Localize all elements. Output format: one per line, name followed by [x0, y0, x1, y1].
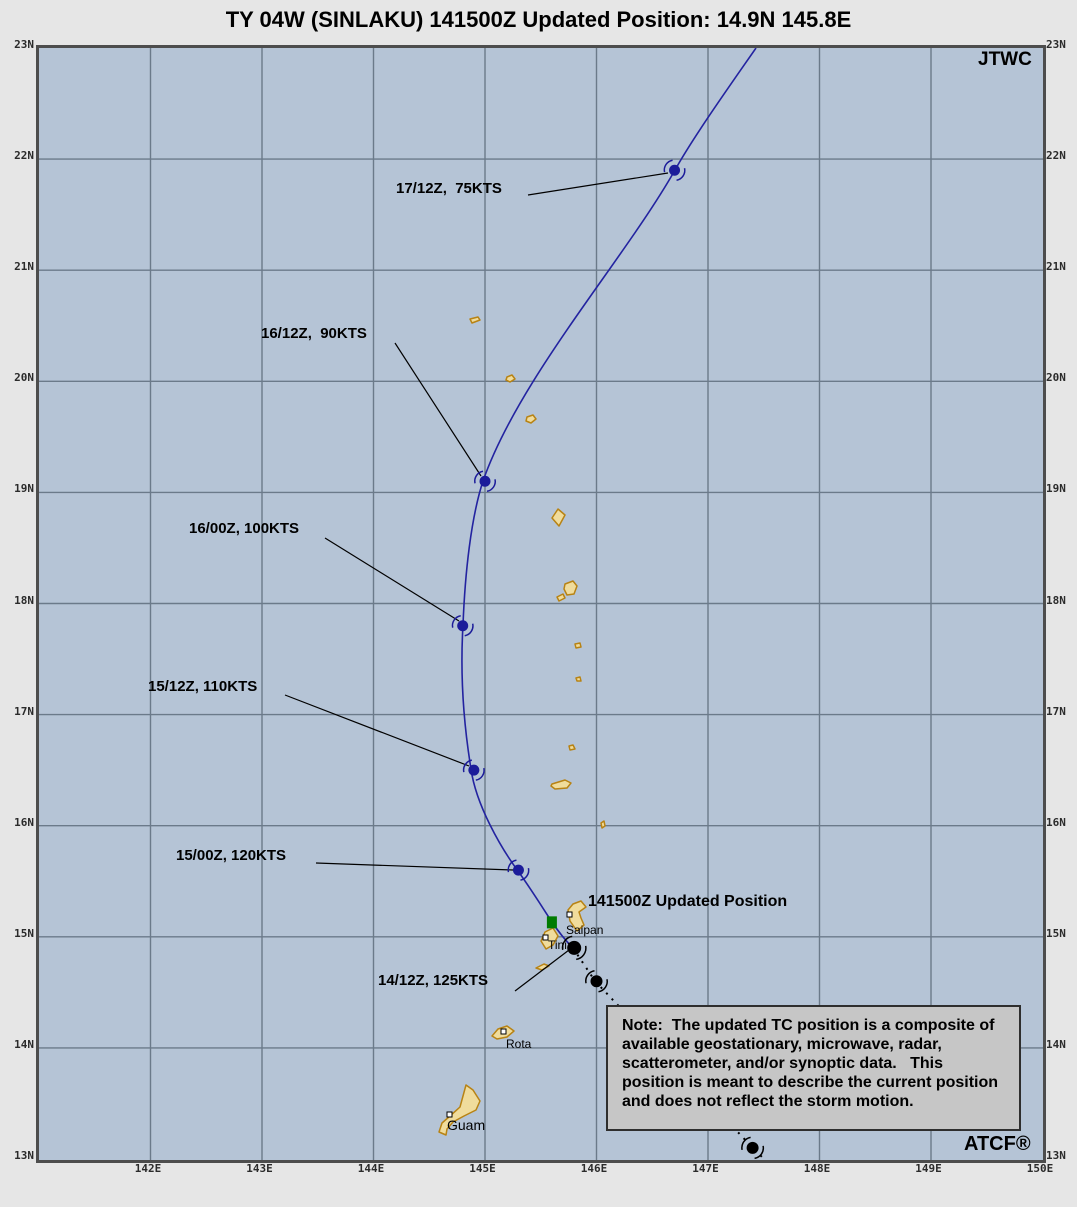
track-label-15-12z: 15/12Z, 110KTS	[148, 678, 258, 695]
lon-label-bottom: 150E	[1026, 1162, 1054, 1175]
island-label-rota: Rota	[506, 1037, 532, 1051]
note-box: Note: The updated TC position is a compo…	[606, 1005, 1021, 1131]
lat-label-left: 14N	[14, 1037, 34, 1051]
page-title: TY 04W (SINLAKU) 141500Z Updated Positio…	[225, 7, 852, 32]
island-guam	[438, 1084, 481, 1136]
islet	[525, 414, 537, 424]
lat-label-right: 14N	[1046, 1037, 1066, 1051]
lat-label-left: 16N	[14, 815, 34, 829]
island-label-saipan: Saipan	[566, 923, 604, 937]
track-label-16-12z: 16/12Z, 90KTS	[261, 325, 367, 342]
lat-label-right: 21N	[1046, 260, 1066, 274]
city-markers	[446, 911, 573, 1118]
lon-label-bottom: 144E	[357, 1162, 385, 1175]
track-label-14-12z: 14/12Z, 125KTS	[378, 972, 489, 989]
lat-label-right: 22N	[1046, 149, 1066, 163]
lat-label-left: 21N	[14, 260, 34, 274]
island-label-guam: Guam	[447, 1117, 486, 1133]
updated-position-label: 141500Z Updated Position	[588, 893, 788, 910]
lat-label-left: 20N	[14, 371, 34, 385]
forecast-track-line	[461, 48, 757, 949]
lat-label-right: 19N	[1046, 482, 1066, 496]
track-label-16-00z: 16/00Z, 100KTS	[189, 520, 300, 537]
islet	[600, 820, 606, 829]
lat-label-right: 15N	[1046, 926, 1066, 940]
lat-label-left: 15N	[14, 926, 34, 940]
island-saipan	[567, 900, 587, 932]
lon-label-bottom: 142E	[134, 1162, 162, 1175]
lon-label-bottom: 145E	[469, 1162, 496, 1175]
lat-label-left: 22N	[14, 149, 34, 163]
map-base-svg	[39, 48, 1043, 1160]
lon-label-bottom: 149E	[915, 1162, 942, 1175]
island-label-tinian: Tinian	[548, 938, 581, 952]
lon-label-bottom: 147E	[692, 1162, 719, 1175]
graticule	[39, 48, 1043, 1160]
lon-label-bottom: 146E	[580, 1162, 608, 1175]
islet	[469, 316, 481, 324]
lat-label-left: 17N	[14, 704, 34, 718]
islet	[550, 779, 572, 790]
lat-label-right: 20N	[1046, 371, 1066, 385]
lon-label-bottom: 143E	[246, 1162, 273, 1175]
islet	[551, 508, 566, 527]
lat-label-left: 18N	[14, 593, 34, 607]
lat-label-right: 23N	[1046, 38, 1066, 51]
islet	[575, 676, 582, 682]
islet	[574, 642, 582, 649]
lat-label-left: 13N	[14, 1149, 34, 1162]
islet	[568, 744, 576, 751]
islet	[505, 374, 516, 383]
lat-label-right: 18N	[1046, 593, 1066, 607]
lat-label-right: 16N	[1046, 815, 1066, 829]
track-label-17-12z: 17/12Z, 75KTS	[396, 180, 502, 197]
track-label-15-00z: 15/00Z, 120KTS	[176, 847, 287, 864]
islands	[438, 316, 606, 1136]
lat-label-right: 13N	[1046, 1149, 1066, 1162]
islet	[556, 593, 566, 602]
lat-label-right: 17N	[1046, 704, 1066, 718]
leader-lines	[284, 172, 669, 992]
lat-label-left: 19N	[14, 482, 34, 496]
island-aguijan	[535, 963, 550, 971]
atcf-watermark: ATCF®	[964, 1133, 1031, 1155]
jtwc-watermark: JTWC	[978, 49, 1032, 70]
lon-label-bottom: 148E	[803, 1162, 831, 1175]
lat-label-left: 23N	[14, 38, 34, 51]
map-area: Saipan Tinian Rota Guam 17/12Z, 75KTS 16…	[36, 45, 1046, 1163]
islet	[563, 580, 578, 596]
